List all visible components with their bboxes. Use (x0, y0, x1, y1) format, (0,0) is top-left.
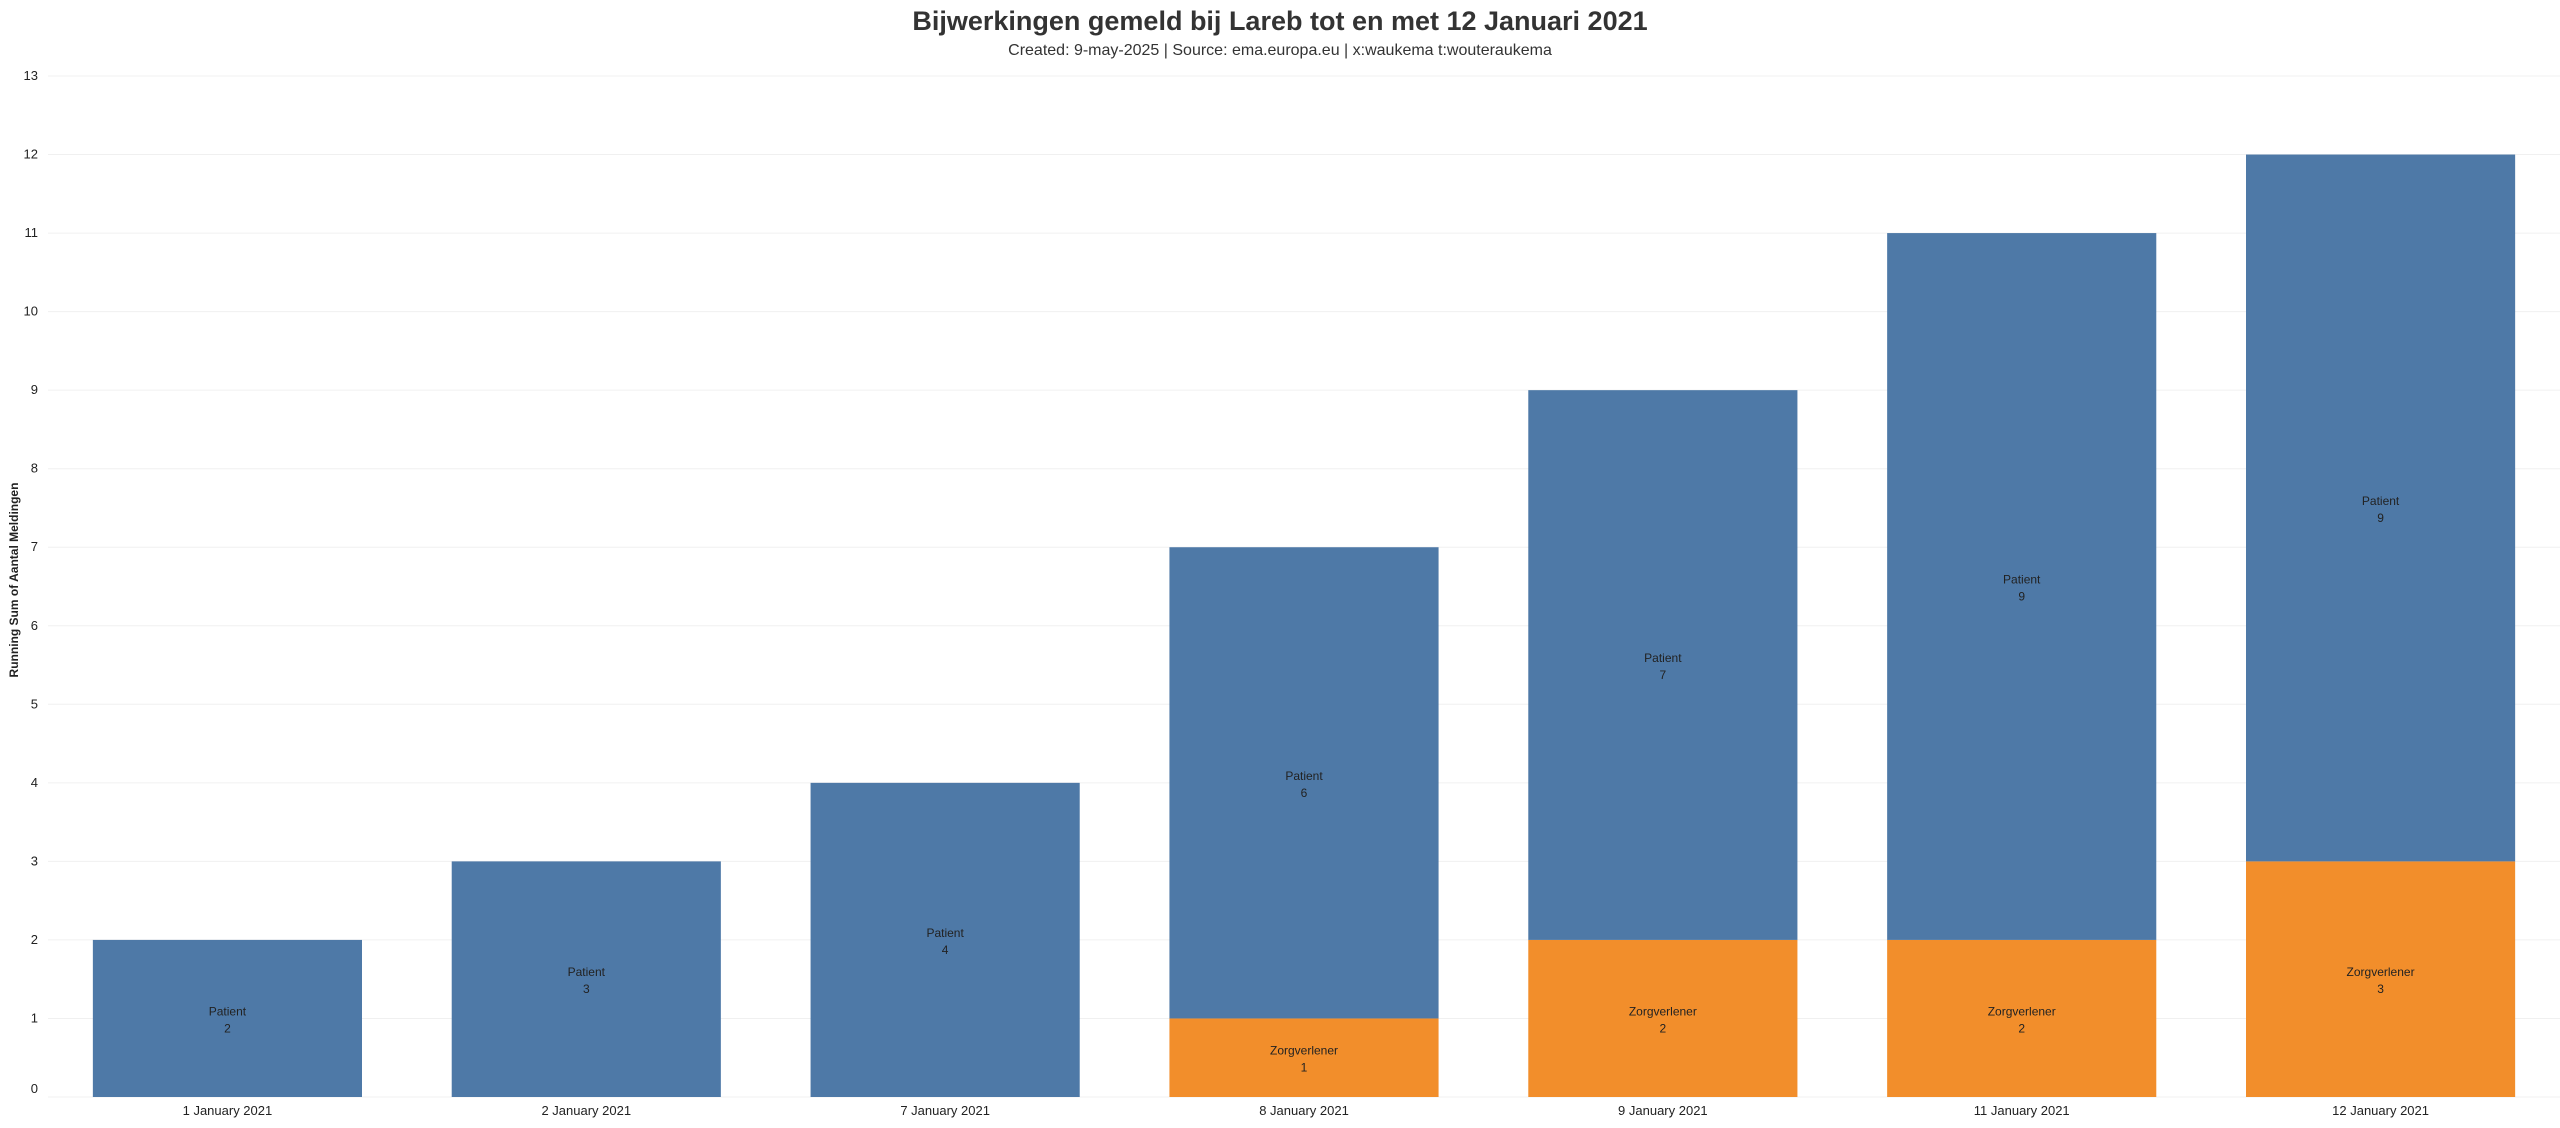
bar-segment-patient (2246, 154, 2516, 862)
x-tick-label: 8 January 2021 (1259, 1103, 1349, 1118)
bar-segment-patient (1528, 390, 1798, 940)
y-tick-label: 7 (31, 539, 38, 554)
x-tick-label: 12 January 2021 (2332, 1103, 2429, 1118)
y-tick-label: 13 (24, 68, 38, 83)
x-tick-label: 11 January 2021 (1974, 1103, 2070, 1118)
y-axis-title: Running Sum of Aantal Meldingen (7, 483, 21, 678)
bar-segment-zorgverlener (1169, 1018, 1439, 1097)
bar-segment-patient (1169, 547, 1439, 1019)
x-tick-label: 1 January 2021 (183, 1103, 273, 1118)
y-tick-label: 5 (31, 696, 38, 711)
y-tick-label: 2 (31, 932, 38, 947)
bar-segment-zorgverlener (2246, 861, 2516, 1097)
bar-segment-patient (92, 939, 362, 1097)
bar-label-value: 3 (583, 982, 590, 996)
bar-label-series: Zorgverlener (2347, 965, 2415, 979)
bar-label-value: 2 (1660, 1021, 1667, 1035)
bar-label-value: 1 (1301, 1061, 1308, 1075)
y-tick-label: 12 (24, 147, 38, 162)
bar-segment-patient (1887, 233, 2157, 940)
bar-label-series: Patient (926, 926, 964, 940)
x-tick-label: 9 January 2021 (1618, 1103, 1708, 1118)
x-tick-label: 7 January 2021 (900, 1103, 990, 1118)
bar-label-value: 7 (1660, 668, 1667, 682)
bar-label-series: Patient (209, 1004, 247, 1018)
bar-segment-patient (451, 861, 721, 1097)
bar-segment-zorgverlener (1528, 939, 1798, 1097)
bar-label-value: 3 (2377, 982, 2384, 996)
bar-segment-patient (810, 782, 1080, 1097)
bar-label-series: Patient (1285, 769, 1323, 783)
bars: Patient 2 Patient 3 Patient 4 Zorgverlener 1 Pat… (92, 154, 2516, 1097)
bar-label-series: Patient (2003, 573, 2041, 587)
bar-label-value: 2 (2018, 1021, 2025, 1035)
bar-label-series: Zorgverlener (1629, 1004, 1697, 1018)
bar-label-series: Patient (2362, 494, 2400, 508)
y-tick-label: 11 (25, 225, 39, 240)
y-tick-label: 6 (31, 618, 38, 633)
chart-subtitle: Created: 9-may-2025 | Source: ema.europa… (1008, 42, 1552, 59)
y-tick-label: 0 (31, 1081, 38, 1096)
y-tick-label: 4 (31, 775, 38, 790)
bar-label-value: 4 (942, 943, 949, 957)
bar-segment-zorgverlener (1887, 939, 2157, 1097)
bar-label-series: Patient (1644, 651, 1682, 665)
bar-label-series: Zorgverlener (1270, 1044, 1338, 1058)
bar-label-value: 2 (224, 1021, 231, 1035)
bar-label-value: 9 (2018, 590, 2025, 604)
y-tick-label: 9 (31, 382, 38, 397)
bar-label-value: 6 (1301, 786, 1308, 800)
chart-title: Bijwerkingen gemeld bij Lareb tot en met… (912, 6, 1648, 36)
x-tick-label: 2 January 2021 (541, 1103, 631, 1118)
y-tick-label: 3 (31, 853, 38, 868)
y-tick-label: 1 (31, 1010, 38, 1025)
bar-label-series: Patient (568, 965, 606, 979)
bar-label-series: Zorgverlener (1988, 1004, 2056, 1018)
x-axis-ticks: 1 January 2021 2 January 2021 7 January 20… (183, 1103, 2429, 1118)
y-tick-label: 8 (31, 461, 38, 476)
bar-label-value: 9 (2377, 511, 2384, 525)
y-tick-label: 10 (24, 304, 38, 319)
